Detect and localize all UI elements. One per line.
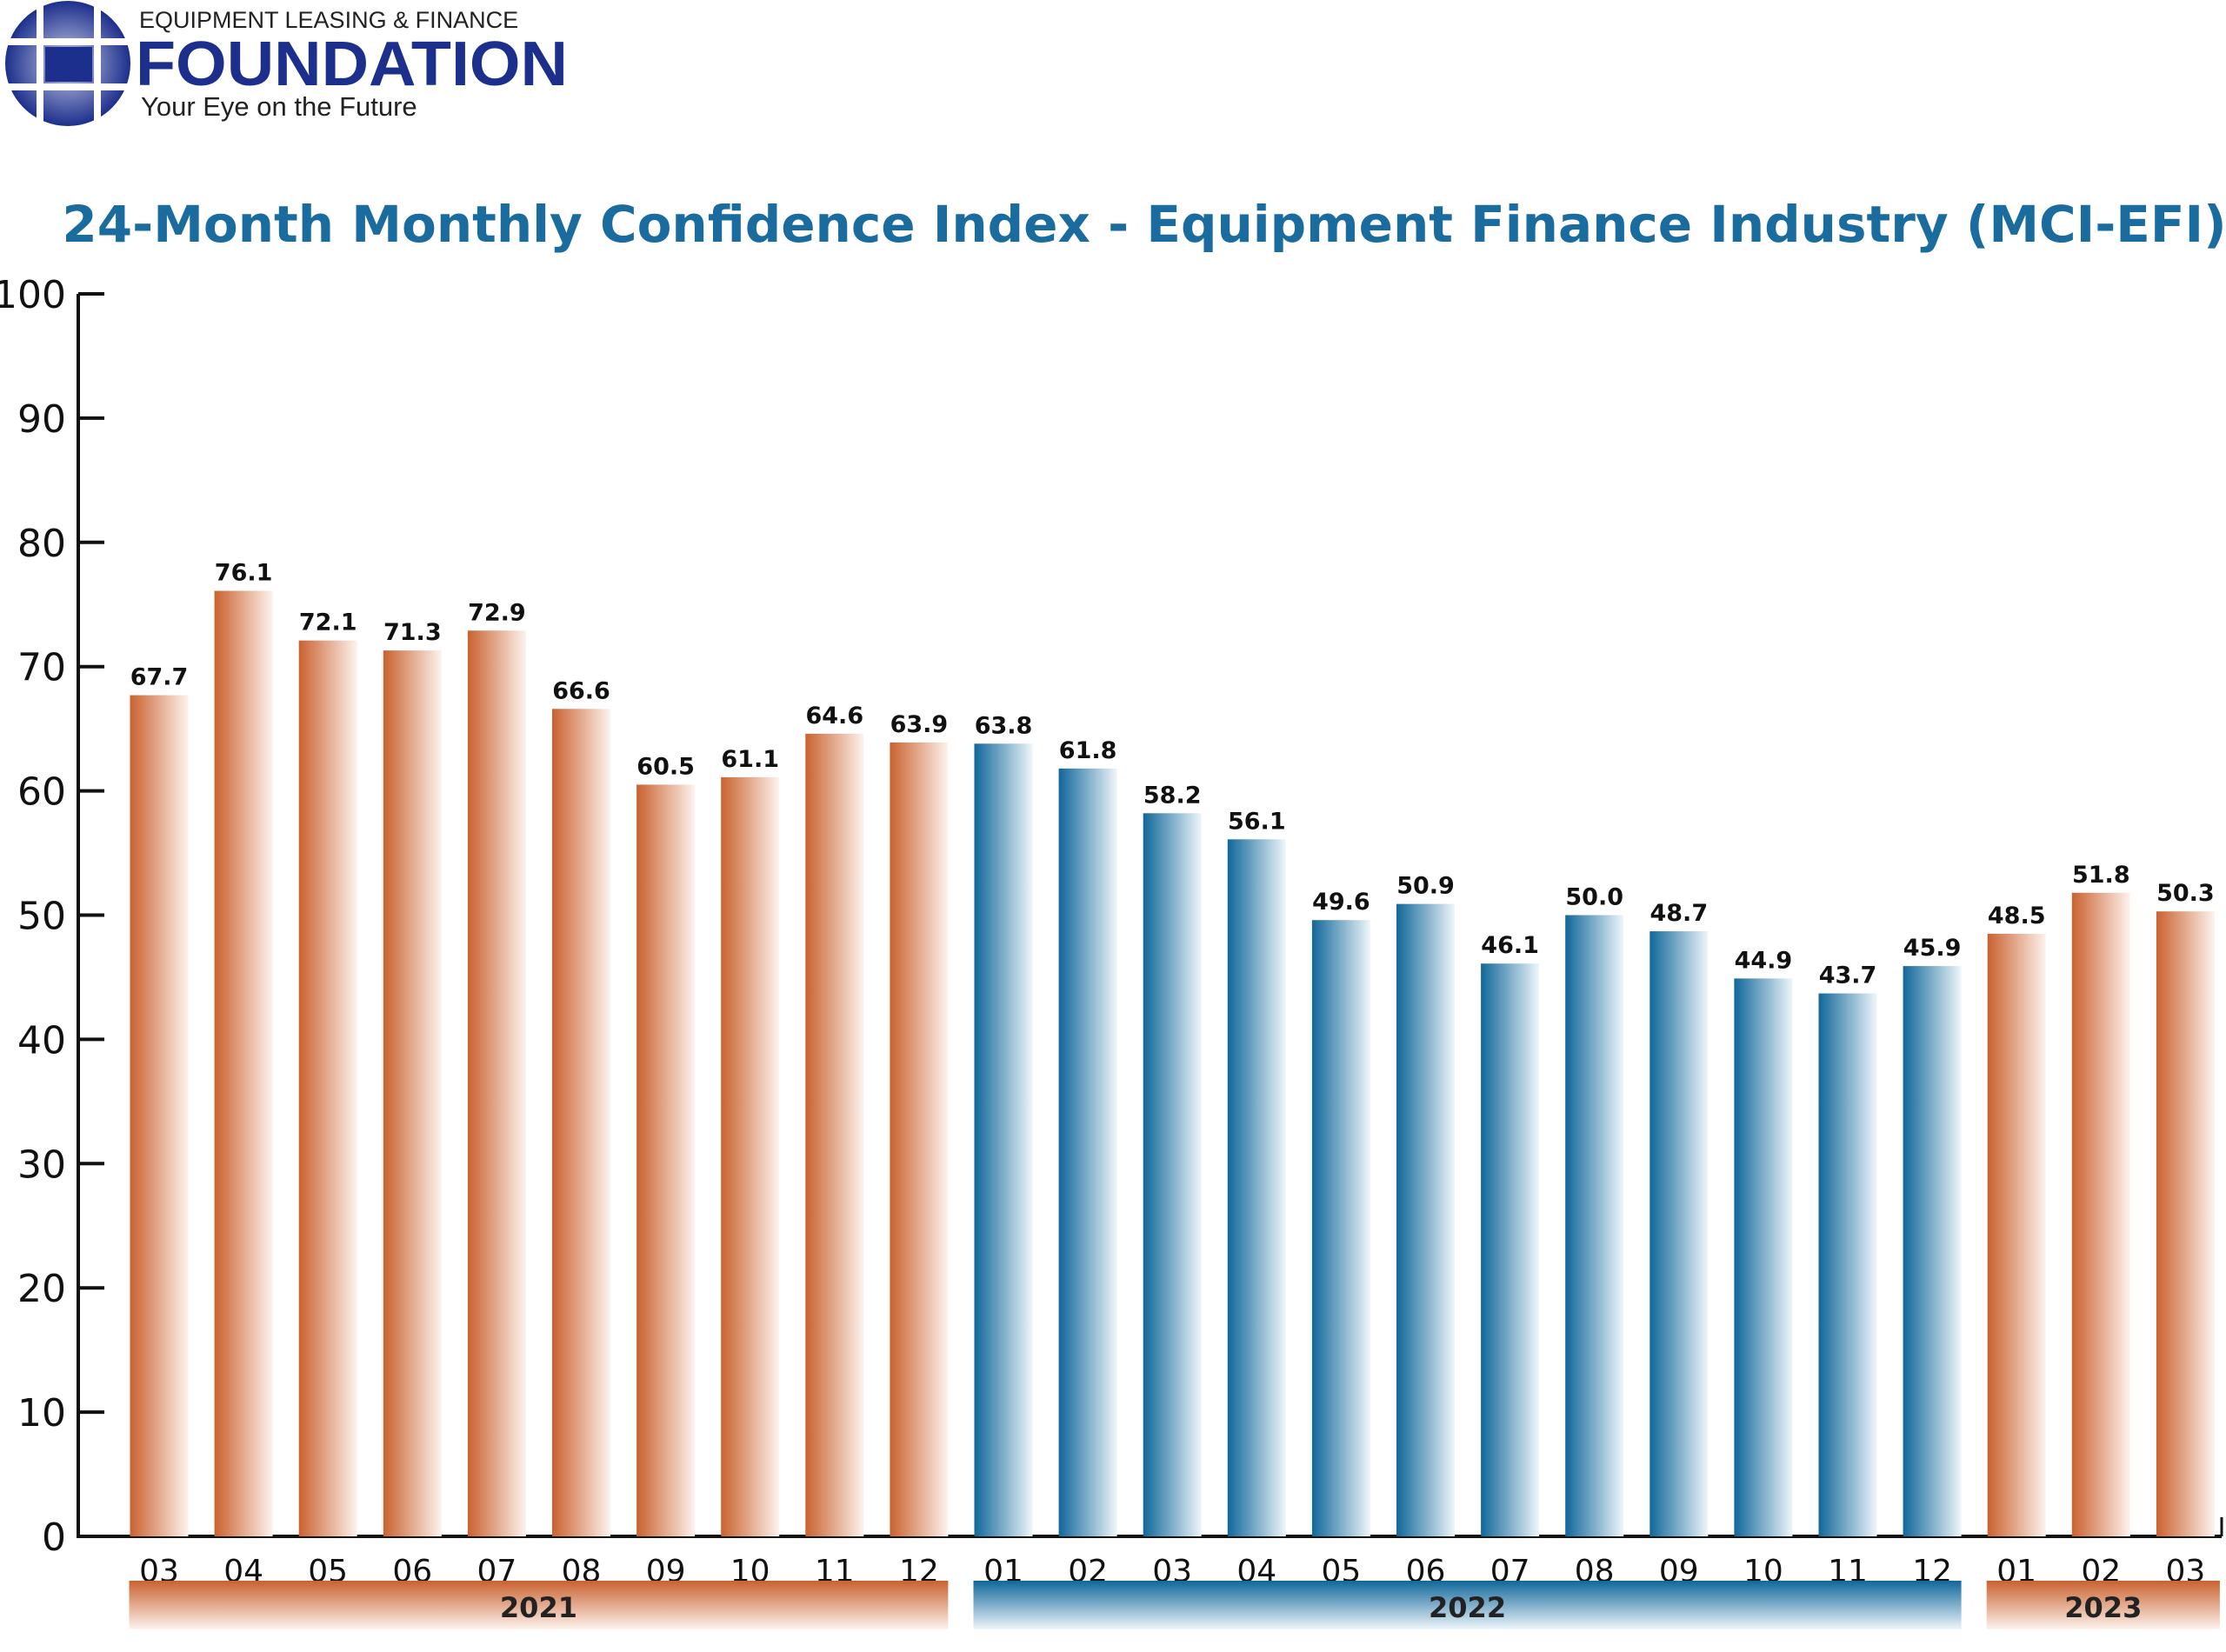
- data-label: 60.5: [636, 753, 695, 780]
- foundation-logo: EQUIPMENT LEASING & FINANCE FOUNDATION Y…: [0, 0, 568, 130]
- y-tick-label: 50: [17, 895, 66, 939]
- y-tick-label: 0: [42, 1515, 66, 1560]
- bar: [1227, 839, 1286, 1536]
- y-tick-label: 40: [17, 1018, 66, 1062]
- bar: [1565, 915, 1624, 1536]
- bar: [1987, 933, 2046, 1536]
- data-label: 43.7: [1819, 963, 1877, 989]
- bar: [552, 709, 610, 1536]
- bar: [467, 630, 526, 1536]
- bar: [721, 776, 780, 1536]
- logo-name: FOUNDATION: [136, 30, 568, 99]
- data-label: 56.1: [1228, 808, 1286, 835]
- data-label: 50.3: [2156, 880, 2215, 907]
- bar: [1396, 903, 1455, 1536]
- bar: [1734, 978, 1793, 1536]
- y-tick-label: 90: [17, 397, 66, 442]
- year-band: [129, 1581, 949, 1629]
- globe-logo-icon: [0, 0, 139, 130]
- bar: [974, 743, 1033, 1536]
- bar: [1818, 993, 1877, 1536]
- data-label: 48.5: [1988, 903, 2046, 929]
- data-label: 76.1: [215, 560, 273, 587]
- y-tick-label: 30: [17, 1142, 66, 1187]
- year-groups: 2021 2022 2023: [129, 1581, 2220, 1629]
- y-tick-label: 70: [17, 646, 66, 690]
- bar: [1311, 920, 1370, 1536]
- data-label: 63.9: [890, 711, 949, 738]
- bar: [2071, 892, 2130, 1536]
- bars: 67.7 76.1 72.1 71.3 72.9 66.6 60.5 61.1 64.6 63.9…: [130, 560, 2215, 1537]
- year-band: [1986, 1581, 2220, 1629]
- year-label: 2022: [1429, 1591, 1506, 1624]
- bar: [1650, 931, 1709, 1536]
- data-label: 67.7: [130, 664, 189, 691]
- data-label: 44.9: [1735, 947, 1793, 974]
- data-label: 58.2: [1143, 782, 1202, 809]
- bar: [805, 733, 864, 1536]
- y-tick-label: 10: [17, 1391, 66, 1436]
- data-label: 72.1: [299, 610, 357, 636]
- data-label: 50.0: [1565, 884, 1623, 911]
- data-label: 63.8: [975, 712, 1033, 739]
- y-tick-label: 20: [17, 1267, 66, 1311]
- bar: [298, 640, 357, 1537]
- data-label: 45.9: [1903, 935, 1962, 962]
- data-label: 66.6: [552, 677, 610, 704]
- bar: [890, 742, 949, 1536]
- bar: [1481, 963, 1540, 1536]
- data-label: 71.3: [383, 619, 442, 646]
- bar: [1903, 966, 1962, 1536]
- year-label: 2021: [500, 1591, 577, 1624]
- bar: [1058, 768, 1117, 1536]
- year-band: [973, 1581, 1962, 1629]
- bar: [383, 650, 442, 1536]
- data-label: 72.9: [468, 599, 526, 626]
- bar: [130, 695, 189, 1536]
- data-label: 49.6: [1312, 889, 1370, 916]
- data-label: 48.7: [1650, 900, 1708, 927]
- y-tick-label: 100: [0, 273, 66, 317]
- y-tick-label: 80: [17, 522, 66, 566]
- data-label: 64.6: [805, 703, 863, 729]
- logo-line1: EQUIPMENT LEASING & FINANCE: [139, 7, 518, 33]
- bar: [1143, 813, 1202, 1536]
- data-label: 50.9: [1396, 873, 1455, 900]
- y-tick-label: 60: [17, 770, 66, 815]
- bar: [214, 590, 273, 1536]
- logo-tagline: Your Eye on the Future: [141, 91, 417, 122]
- year-label: 2023: [2064, 1591, 2142, 1624]
- bar: [2156, 911, 2215, 1536]
- data-label: 51.8: [2072, 862, 2130, 889]
- y-axis: 0 10 20 30 40 50 60 70 80 90 100: [0, 273, 2223, 1560]
- data-label: 46.1: [1481, 932, 1539, 959]
- data-label: 61.1: [721, 746, 779, 773]
- data-label: 61.8: [1059, 737, 1117, 764]
- bar: [636, 784, 696, 1536]
- chart-title: 24-Month Monthly Confidence Index - Equi…: [62, 195, 2226, 254]
